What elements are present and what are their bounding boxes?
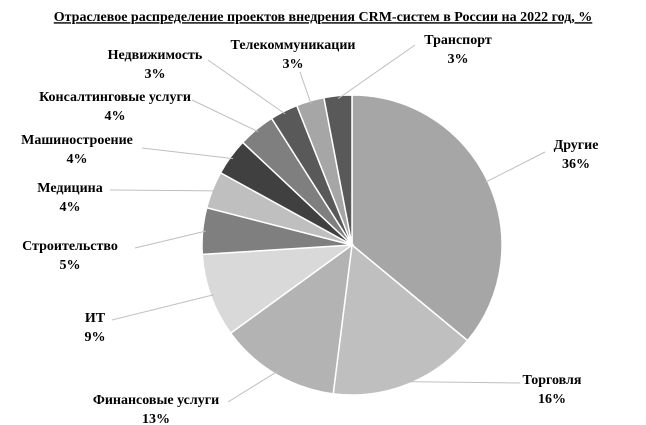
slice-value: 4% xyxy=(67,152,88,167)
slice-label: ИТ xyxy=(85,311,106,326)
slice-value: 36% xyxy=(562,157,590,172)
slice-value: 4% xyxy=(105,109,126,124)
slice-value: 4% xyxy=(60,200,81,215)
pie-slice xyxy=(229,243,353,395)
leader-line xyxy=(484,151,546,183)
slice-label: Консалтинговые услуги xyxy=(39,90,191,105)
leader-line xyxy=(227,371,278,403)
slice-value: 3% xyxy=(145,67,166,82)
slice-label: Машиностроение xyxy=(21,133,133,148)
chart-title: Отраслевое распределение проектов внедре… xyxy=(54,10,593,25)
slice-value: 3% xyxy=(448,52,469,67)
slice-label: Строительство xyxy=(22,239,118,254)
slice-label: Торговля xyxy=(523,373,582,388)
slice-label: Транспорт xyxy=(424,33,492,48)
pie-slice xyxy=(332,243,469,396)
pie-slice xyxy=(323,94,353,246)
leader-line xyxy=(337,44,416,100)
leader-line xyxy=(111,294,214,321)
slice-value: 5% xyxy=(60,258,81,273)
slice-value: 13% xyxy=(142,412,170,425)
slice-value: 3% xyxy=(283,57,304,72)
slice-value: 16% xyxy=(538,392,566,407)
leader-line xyxy=(109,189,216,192)
slice-label: Медицина xyxy=(37,181,102,196)
leader-line xyxy=(207,59,286,115)
slice-value: 9% xyxy=(85,330,106,345)
leader-line xyxy=(191,99,259,133)
slice-label: Другие xyxy=(554,138,599,153)
slice-label: Финансовые услуги xyxy=(93,393,219,408)
slice-label: Недвижимость xyxy=(108,48,203,63)
leader-line xyxy=(299,71,312,105)
leader-line xyxy=(134,230,206,249)
slice-label: Телекоммуникации xyxy=(231,38,356,53)
leader-line xyxy=(406,381,521,384)
leader-line xyxy=(141,147,234,160)
